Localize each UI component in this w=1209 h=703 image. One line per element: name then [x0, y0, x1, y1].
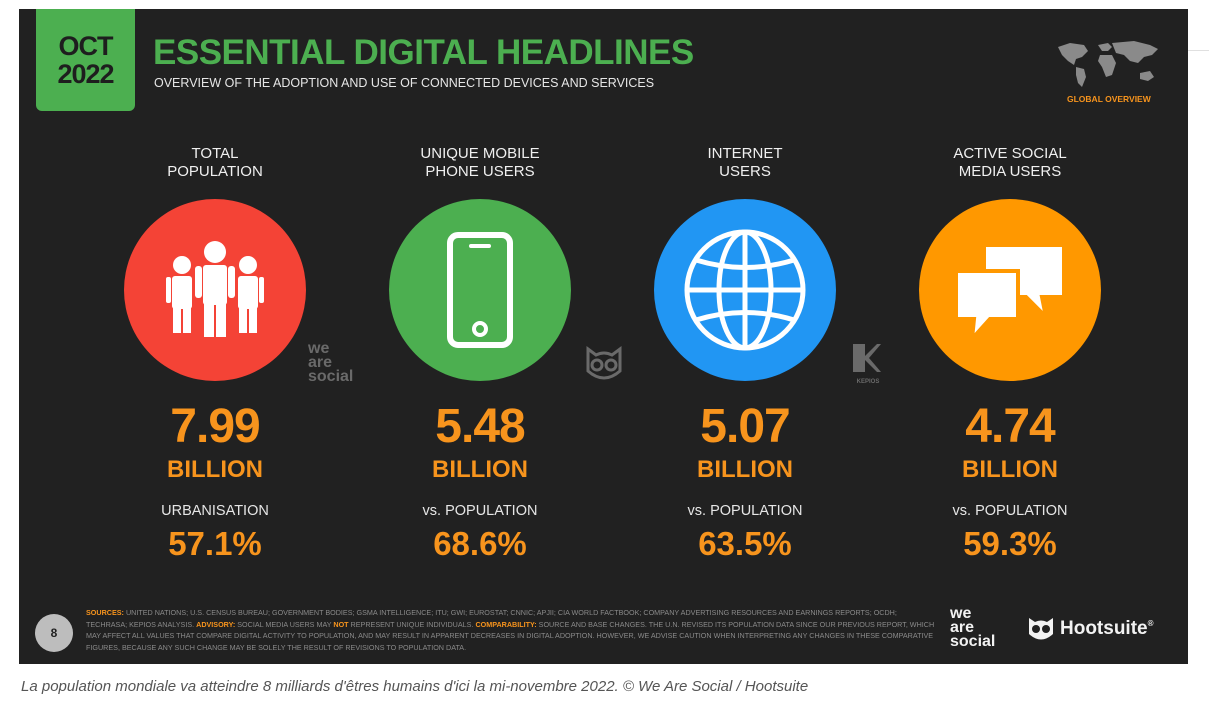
stat-label-line: TOTAL: [191, 145, 239, 162]
infographic-slide: OCT 2022 ESSENTIAL DIGITAL HEADLINES OVE…: [19, 9, 1188, 664]
speech-bubbles-icon: [954, 243, 1066, 345]
kepios-logo-icon: [853, 344, 881, 372]
people-icon: [166, 241, 264, 337]
stat-percent: 57.1%: [168, 525, 262, 562]
stat-value: 5.07: [700, 400, 790, 453]
stat-percent: 63.5%: [698, 525, 792, 562]
kepios-watermark: KEPIOS: [851, 342, 885, 385]
stat-unit: BILLION: [697, 456, 793, 483]
stat-sub-label: URBANISATION: [161, 503, 269, 519]
globe-icon: [684, 229, 806, 351]
we-are-social-watermark: we are social: [308, 340, 354, 385]
stat-label-line: PHONE USERS: [425, 163, 535, 180]
stat-percent: 59.3%: [963, 525, 1057, 562]
stat-circle: [124, 199, 306, 381]
stat-value: 4.74: [965, 400, 1055, 453]
page-title: ESSENTIAL DIGITAL HEADLINES: [153, 33, 694, 72]
stat-label: UNIQUE MOBILE PHONE USERS: [380, 145, 580, 181]
stat-sub-label: vs. POPULATION: [952, 503, 1068, 519]
hootsuite-owl-icon: [1029, 618, 1053, 640]
mobile-phone-icon: [447, 232, 513, 348]
stat-label-line: INTERNET: [707, 145, 783, 162]
stat-label: INTERNET USERS: [645, 145, 845, 181]
stat-label-line: ACTIVE SOCIAL: [953, 145, 1067, 162]
date-month: OCT: [58, 31, 114, 61]
image-caption: La population mondiale va atteindre 8 mi…: [21, 678, 809, 695]
stat-label: ACTIVE SOCIAL MEDIA USERS: [910, 145, 1110, 181]
section-label: GLOBAL OVERVIEW: [1067, 94, 1151, 104]
stat-label-line: UNIQUE MOBILE: [420, 145, 540, 162]
stat-circle: [389, 199, 571, 381]
stat-circle: [919, 199, 1101, 381]
date-badge: OCT 2022: [36, 9, 135, 111]
stat-unit: BILLION: [962, 456, 1058, 483]
stat-label-line: POPULATION: [167, 163, 263, 180]
stat-circle: [654, 199, 836, 381]
stat-percent: 68.6%: [433, 525, 527, 562]
stat-sub-label: vs. POPULATION: [687, 503, 803, 519]
divider: [1188, 50, 1209, 51]
page-number: 8: [35, 614, 73, 652]
we-are-social-logo: we are social: [950, 605, 996, 650]
stat-label: TOTAL POPULATION: [115, 145, 315, 181]
stat-value: 5.48: [435, 400, 525, 453]
date-year: 2022: [57, 59, 114, 89]
world-map-icon: [1058, 41, 1158, 87]
stat-unit: BILLION: [167, 456, 263, 483]
stat-label-line: MEDIA USERS: [958, 163, 1062, 180]
stat-value: 7.99: [170, 400, 260, 453]
page-subtitle: OVERVIEW OF THE ADOPTION AND USE OF CONN…: [154, 76, 655, 90]
owl-watermark-icon: [586, 346, 622, 380]
footnote-sources: SOURCES: UNITED NATIONS; U.S. CENSUS BUR…: [86, 608, 935, 652]
stat-sub-label: vs. POPULATION: [422, 503, 538, 519]
stat-unit: BILLION: [432, 456, 528, 483]
hootsuite-logo: Hootsuite ®: [1026, 615, 1154, 643]
stat-label-line: USERS: [719, 163, 771, 180]
